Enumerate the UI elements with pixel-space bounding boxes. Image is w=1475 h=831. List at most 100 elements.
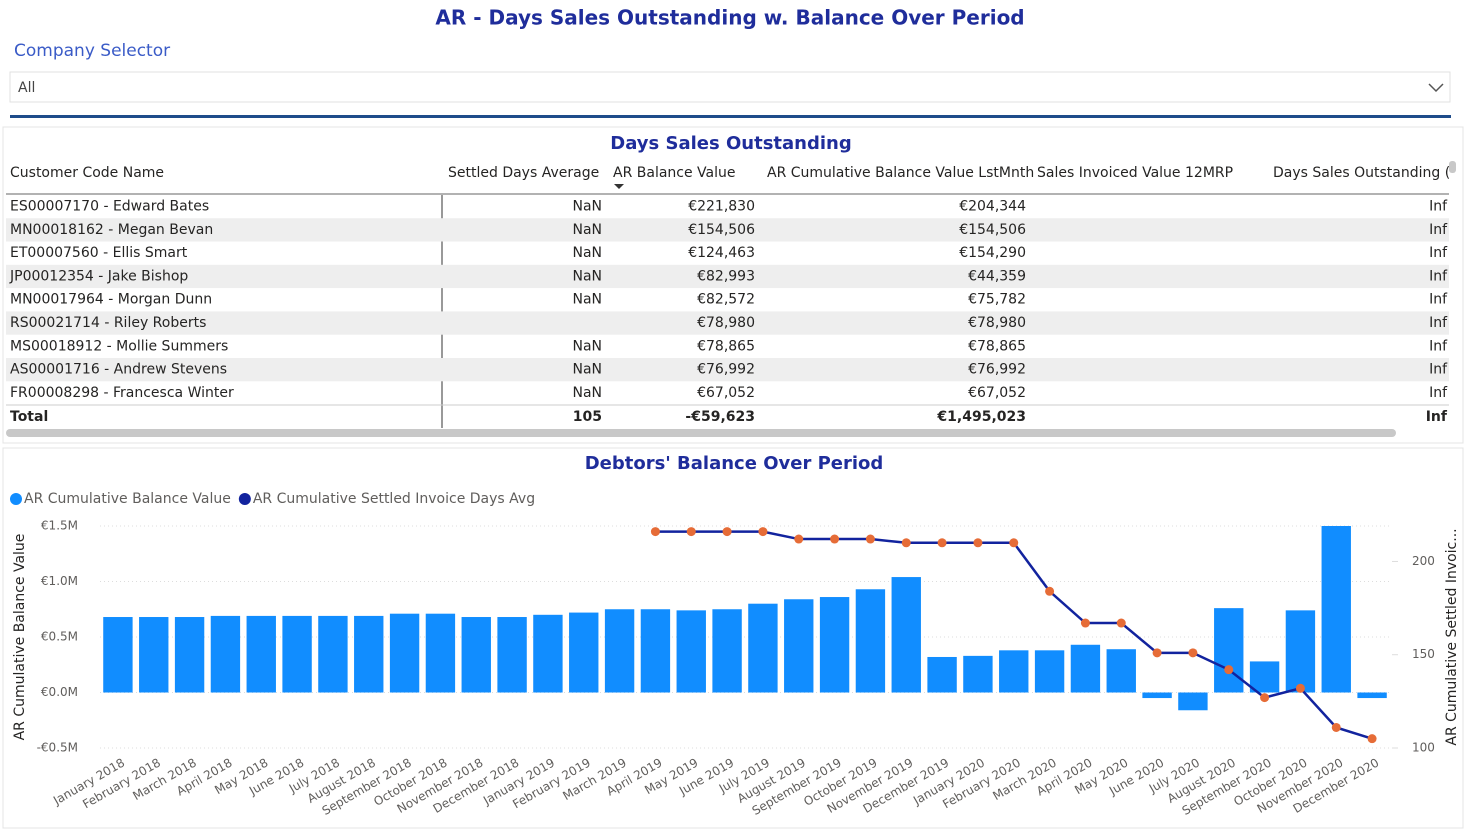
column-header: AR Balance Value	[613, 165, 736, 181]
table-cell: FR00008298 - Francesca Winter	[10, 385, 234, 401]
legend-swatch	[238, 493, 251, 505]
column-header: Sales Invoiced Value 12MRP	[1037, 165, 1233, 181]
table-cell: €67,052	[697, 385, 755, 401]
table-cell: NaN	[572, 292, 602, 308]
table-cell: €82,572	[697, 292, 755, 308]
table-cell: NaN	[572, 199, 602, 215]
bar	[1214, 608, 1244, 693]
table-cell: Inf	[1429, 338, 1448, 354]
bar	[999, 650, 1029, 693]
table-cell: €78,980	[968, 315, 1026, 331]
table-cell: €75,782	[968, 292, 1026, 308]
table-cell: €76,992	[968, 362, 1026, 378]
y2-tick-label: 100	[1412, 741, 1435, 755]
table-cell: NaN	[572, 385, 602, 401]
dropdown[interactable]	[9, 71, 1451, 103]
divider	[10, 115, 1451, 118]
table-cell: €44,359	[968, 268, 1026, 284]
table-cell: €78,865	[968, 338, 1026, 354]
table-cell: Inf	[1429, 222, 1448, 238]
legend-label: AR Cumulative Balance Value	[24, 491, 231, 507]
line-marker	[1188, 648, 1198, 658]
y-tick-label: €1.5M	[41, 519, 78, 533]
bar	[461, 617, 491, 693]
column-header: Settled Days Average	[448, 165, 599, 181]
table-title: Days Sales Outstanding	[610, 133, 851, 154]
table-cell: €154,506	[688, 222, 755, 238]
table-cell: -€59,623	[685, 409, 755, 425]
table-cell: Inf	[1429, 362, 1448, 378]
line-marker	[1116, 618, 1126, 628]
row-band	[6, 218, 1449, 242]
line-marker	[1367, 734, 1377, 744]
bar	[1070, 644, 1101, 693]
scrollbar[interactable]	[6, 429, 1396, 437]
table-cell: NaN	[572, 268, 602, 284]
row-band	[6, 311, 1449, 335]
bar	[1106, 649, 1136, 693]
table-cell: NaN	[572, 362, 602, 378]
line-marker	[1080, 618, 1090, 628]
bar	[784, 599, 814, 693]
bar	[282, 615, 312, 693]
table-cell: NaN	[572, 338, 602, 354]
bar	[569, 612, 599, 693]
table-cell: €154,290	[959, 245, 1026, 261]
bar	[891, 577, 921, 693]
table-cell: Total	[10, 409, 48, 425]
table-cell: Inf	[1429, 315, 1448, 331]
table-cell: €124,463	[688, 245, 755, 261]
table-cell: Inf	[1429, 292, 1448, 308]
line-marker	[937, 538, 947, 548]
y2-tick-label: 200	[1412, 554, 1435, 568]
bar	[927, 656, 957, 693]
table-cell: Inf	[1426, 409, 1448, 425]
bar	[1321, 526, 1351, 693]
chart-title: Debtors' Balance Over Period	[585, 453, 884, 474]
line-marker	[650, 527, 660, 537]
table-cell: NaN	[572, 222, 602, 238]
y-tick-label: €0.0M	[41, 685, 78, 699]
bar	[354, 615, 384, 693]
y2-axis-title: AR Cumulative Settled Invoic...	[1444, 528, 1460, 745]
bar	[819, 597, 850, 693]
line-marker	[901, 538, 911, 548]
table-cell: €78,980	[697, 315, 755, 331]
table-cell: Inf	[1429, 268, 1448, 284]
bar	[103, 617, 133, 693]
table-cell: €221,830	[688, 199, 755, 215]
y-tick-label: €0.5M	[41, 630, 78, 644]
line-marker	[830, 534, 840, 544]
table-cell: JP00012354 - Jake Bishop	[9, 268, 188, 284]
table-cell: MN00018162 - Megan Bevan	[10, 222, 213, 238]
table-cell: NaN	[572, 245, 602, 261]
page-title: AR - Days Sales Outstanding w. Balance O…	[435, 6, 1024, 30]
line-marker	[1224, 665, 1234, 675]
table-cell: Inf	[1429, 385, 1448, 401]
bar	[963, 655, 993, 693]
bar	[318, 615, 348, 693]
bar	[246, 615, 276, 693]
bar	[425, 613, 456, 693]
dropdown-value: All	[18, 80, 35, 96]
bar	[139, 617, 169, 693]
bar	[497, 617, 527, 693]
bar	[1034, 650, 1065, 693]
bar	[1178, 692, 1208, 711]
line-marker	[865, 534, 875, 544]
sort-indicator[interactable]	[614, 184, 624, 189]
table-cell: €204,344	[959, 199, 1026, 215]
bar	[389, 613, 420, 693]
bar	[1357, 692, 1387, 699]
table-cell: RS00021714 - Riley Roberts	[10, 315, 206, 331]
table-cell: MN00017964 - Morgan Dunn	[10, 292, 212, 308]
dropdown-chevron[interactable]	[1428, 83, 1444, 93]
line-marker	[1295, 683, 1305, 693]
column-header: Customer Code Name	[10, 165, 164, 181]
v-scrollbar[interactable]	[1449, 161, 1456, 173]
line-marker	[1260, 693, 1270, 703]
line-marker	[1009, 538, 1019, 548]
column-header: Days Sales Outstanding (D	[1273, 165, 1461, 181]
legend-label: AR Cumulative Settled Invoice Days Avg	[253, 491, 535, 507]
line-marker	[1331, 722, 1341, 732]
